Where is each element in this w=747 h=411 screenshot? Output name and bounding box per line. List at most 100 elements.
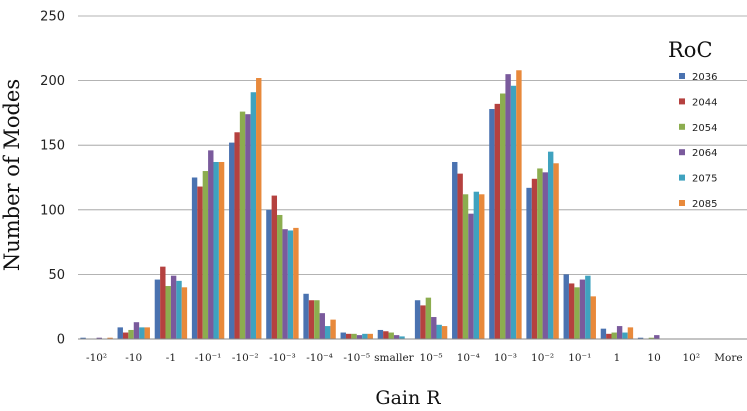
x-tick-label: -1 [166,352,176,364]
x-tick-label: -10⁻⁴ [306,352,333,364]
bar-2064 [170,275,177,339]
x-tick-label: -10⁻¹ [195,352,222,364]
bars [80,70,660,340]
bar-2044 [271,195,278,339]
bar-2044 [420,305,426,339]
bar-2064 [96,337,102,339]
bar-2036 [563,274,569,339]
bar-2044 [234,132,240,339]
bar-2054 [388,332,394,339]
x-tick-label: 10² [682,352,700,364]
bar-2064 [431,317,437,339]
bar-2044 [197,186,203,339]
legend-label: 2044 [692,97,717,108]
bar-2085 [367,333,373,339]
legend-label: 2054 [692,123,717,134]
legend-label: 2085 [692,199,717,210]
bar-2036 [191,177,198,339]
bar-2044 [160,266,166,339]
x-axis-label: Gain R [375,387,441,409]
bar-2044 [606,333,612,339]
bar-2075 [176,280,182,339]
legend-swatch [679,98,685,105]
y-tick-label: 100 [40,203,65,218]
bar-2064 [654,335,660,339]
bar-2075 [585,275,591,339]
x-tick-label: -10⁻⁵ [343,352,370,364]
bar-2064 [542,172,548,339]
bar-2054 [462,194,469,339]
bar-2036 [526,187,532,339]
bar-2064 [245,114,251,339]
legend-swatch [679,174,685,181]
grid-lines [78,15,747,275]
bar-2085 [144,327,150,339]
bar-2064 [616,326,623,339]
y-tick-label: 200 [40,74,65,89]
bar-2054 [611,332,617,339]
bar-2085 [330,319,336,339]
bar-2064 [393,335,400,339]
bar-2064 [579,279,586,339]
bar-2085 [441,326,448,339]
bar-2044 [383,331,389,339]
bar-2044 [531,178,538,339]
bar-2036 [340,332,346,339]
x-tick-label: 10 [647,352,660,364]
bar-2064 [133,322,140,339]
bar-2054 [314,300,320,339]
bar-2036 [452,161,458,339]
bar-2064 [282,229,288,339]
bar-2044 [308,300,315,339]
bar-2075 [473,191,480,339]
x-tick-label: -10⁻³ [269,352,296,364]
bar-2044 [122,332,129,339]
bar-2054 [239,111,246,339]
legend: 2036 2044 2054 2064 2075 2085 [679,72,717,210]
y-axis-ticks: 0 50 100 150 200 250 [40,10,65,348]
bar-2054 [351,333,357,339]
legend-label: 2075 [692,174,717,185]
x-tick-label: 10⁻⁴ [457,352,480,364]
x-tick-label: -10 [125,352,142,364]
bar-2036 [117,327,123,339]
bar-2064 [505,74,511,339]
bar-2075 [399,336,405,339]
x-tick-label: -10² [86,352,107,364]
y-tick-label: 150 [40,139,65,154]
legend-swatch [679,200,685,206]
bar-2064 [356,335,363,339]
bar-2075 [510,85,517,339]
legend-swatch [679,123,685,130]
bar-2085 [627,327,634,339]
bar-2064 [468,213,474,339]
x-tick-label: smaller [374,352,415,364]
x-tick-label: 1 [614,352,621,364]
bar-2075 [250,92,257,339]
bar-2036 [489,109,495,339]
bar-2054 [500,93,506,340]
bar-2044 [457,173,463,339]
bar-2036 [377,329,384,339]
bar-2085 [256,78,262,340]
bar-2075 [436,324,442,339]
legend-label: 2036 [692,72,717,83]
bar-2054 [165,286,171,339]
bar-2054 [574,287,580,339]
bar-2054 [202,171,209,339]
bar-2054 [537,168,543,339]
x-tick-label: 10⁻¹ [568,352,591,364]
bar-2085 [218,161,225,339]
bar-2036 [80,337,86,339]
x-tick-label: More [714,352,742,364]
y-tick-label: 0 [57,333,65,348]
bar-2054 [648,337,655,339]
bar-2064 [319,313,325,339]
bar-2075 [362,333,368,339]
y-tick-label: 50 [48,268,65,283]
bar-2064 [208,150,214,339]
x-tick-label: 10⁻⁵ [420,352,443,364]
bar-2054 [277,214,283,339]
bar-2085 [590,296,596,339]
